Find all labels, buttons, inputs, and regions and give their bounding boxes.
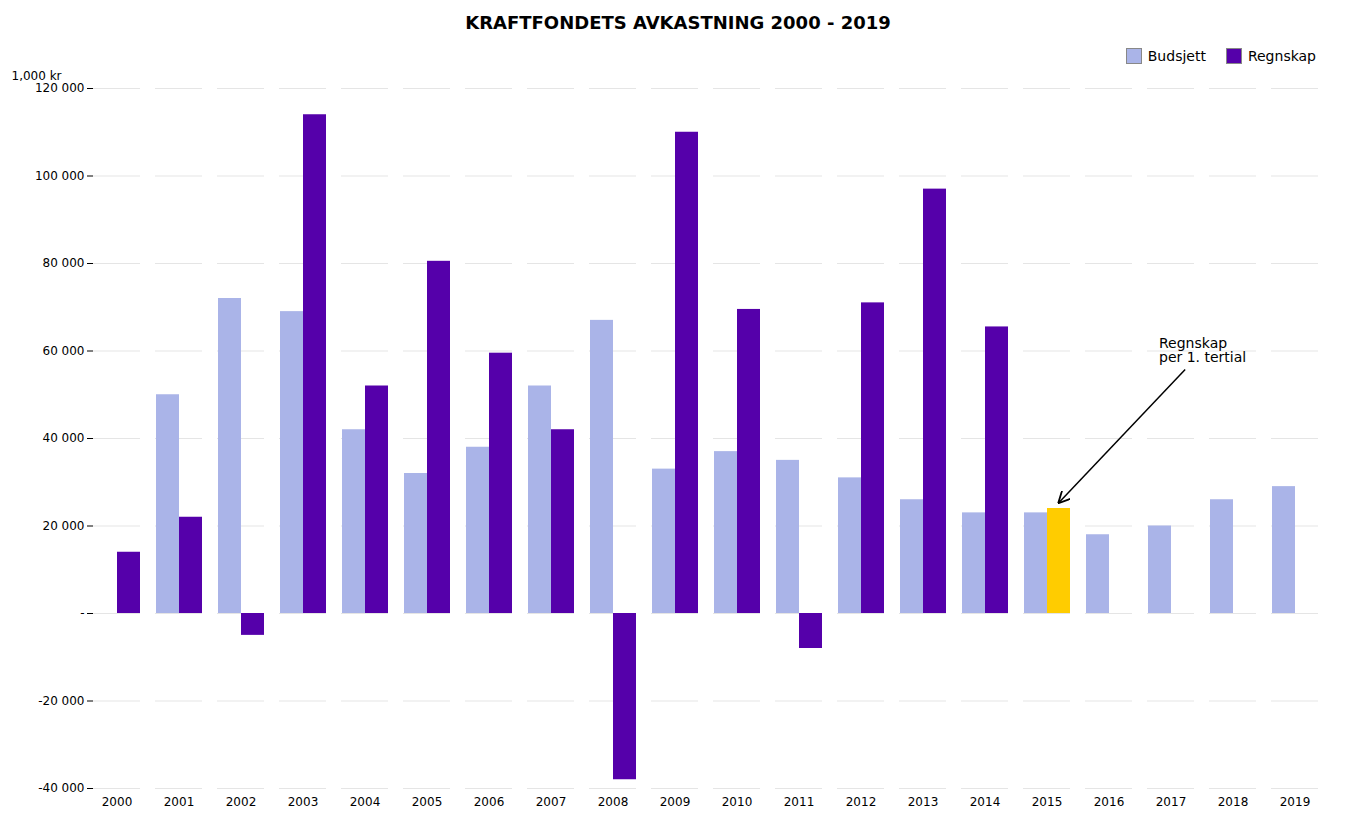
svg-text:2002: 2002 (226, 795, 257, 809)
svg-text:2005: 2005 (412, 795, 443, 809)
svg-text:2011: 2011 (784, 795, 815, 809)
svg-text:2017: 2017 (1156, 795, 1187, 809)
html-text:Budsjett: Budsjett (1147, 48, 1206, 64)
svg-text:40 000: 40 000 (43, 431, 85, 445)
svg-text:2013: 2013 (908, 795, 939, 809)
svg-text:2001: 2001 (164, 795, 195, 809)
svg-text:1,000 kr: 1,000 kr (12, 69, 62, 83)
svg-text:-: - (80, 606, 84, 620)
svg-text:2000: 2000 (102, 795, 133, 809)
svg-text:120 000: 120 000 (35, 81, 85, 95)
svg-text:2003: 2003 (288, 795, 319, 809)
svg-text:2014: 2014 (970, 795, 1001, 809)
svg-text:100 000: 100 000 (35, 169, 85, 183)
html-text:KRAFTFONDETS AVKASTNING 2000 -: KRAFTFONDETS AVKASTNING 2000 - 2019 (465, 12, 891, 33)
svg-text:2006: 2006 (474, 795, 505, 809)
svg-text:2015: 2015 (1032, 795, 1063, 809)
svg-text:2016: 2016 (1094, 795, 1125, 809)
svg-text:2012: 2012 (846, 795, 877, 809)
svg-text:Regnskapper 1. tertial: Regnskapper 1. tertial (1159, 335, 1246, 365)
svg-text:2018: 2018 (1218, 795, 1249, 809)
svg-text:2019: 2019 (1280, 795, 1311, 809)
svg-text:20 000: 20 000 (43, 519, 85, 533)
svg-text:80 000: 80 000 (43, 256, 85, 270)
svg-text:2008: 2008 (598, 795, 629, 809)
html-text:Regnskap: Regnskap (1247, 48, 1316, 64)
svg-text:-20 000: -20 000 (38, 694, 84, 708)
svg-text:2009: 2009 (660, 795, 691, 809)
svg-text:60 000: 60 000 (43, 344, 85, 358)
svg-text:2004: 2004 (350, 795, 381, 809)
svg-text:-40 000: -40 000 (38, 781, 84, 795)
svg-text:2010: 2010 (722, 795, 753, 809)
svg-text:2007: 2007 (536, 795, 567, 809)
